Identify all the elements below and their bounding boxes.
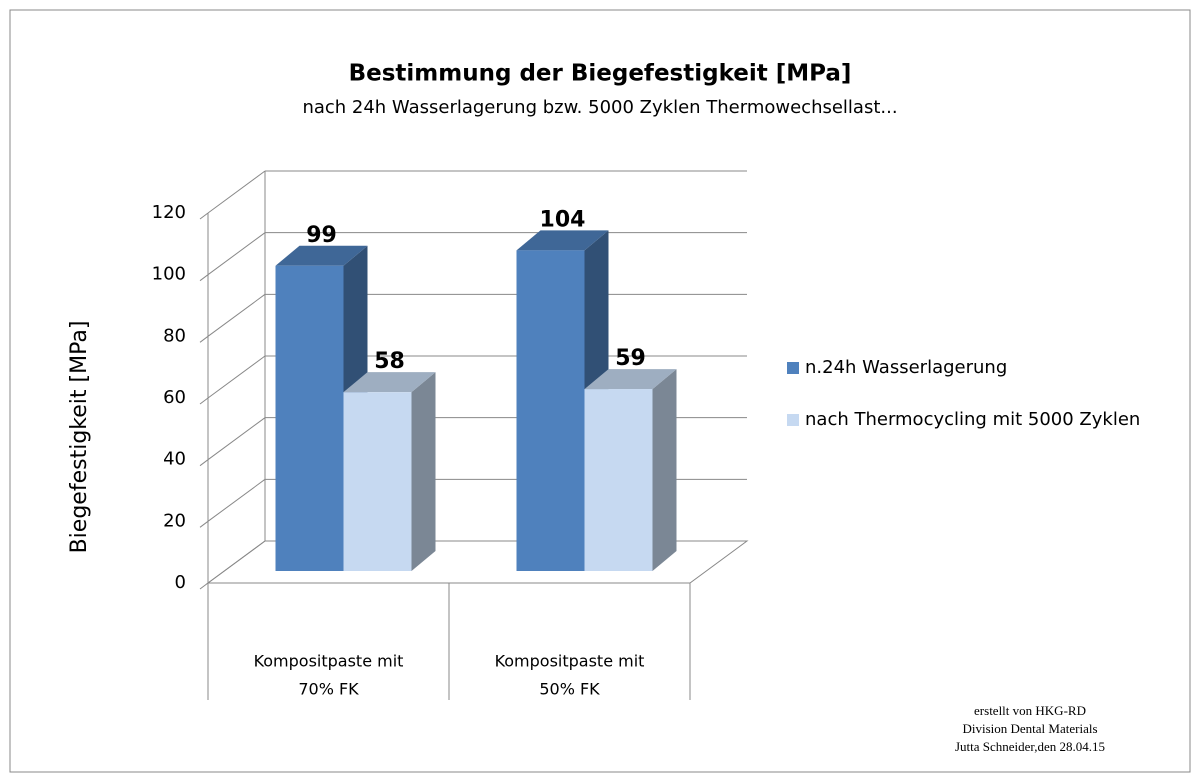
grid-line (207, 170, 266, 214)
x-tick-label: 70% FK (298, 680, 359, 699)
bar-side (652, 369, 677, 571)
grid-line (207, 232, 266, 276)
grid-line (207, 355, 266, 399)
bar-top (584, 369, 677, 390)
chart-subtitle: nach 24h Wasserlagerung bzw. 5000 Zyklen… (302, 97, 897, 118)
y-axis-label: Biegefestigkeit [MPa] (67, 321, 92, 554)
y-tick (199, 335, 209, 343)
bar (584, 389, 653, 571)
note: Jutta Schneider,den 28.04.15 (955, 739, 1105, 754)
note: Division Dental Materials (962, 721, 1097, 736)
data-label: 99 (306, 223, 337, 248)
bar (516, 250, 585, 572)
bar-side (411, 372, 436, 571)
y-tick-label: 60 (163, 387, 186, 408)
chart-title: Bestimmung der Biegefestigkeit [MPa] (349, 61, 852, 87)
legend-label: n.24h Wasserlagerung (805, 357, 1007, 378)
y-tick (199, 212, 209, 220)
data-label: 59 (615, 346, 646, 371)
y-tick-label: 20 (163, 510, 186, 531)
y-tick-label: 0 (175, 572, 186, 593)
data-label: 58 (374, 349, 405, 374)
y-tick-label: 120 (152, 202, 186, 223)
x-tick-label: Kompositpaste mit (254, 652, 404, 671)
grid-line (207, 293, 266, 337)
bar (275, 265, 344, 571)
y-tick (199, 582, 209, 590)
bar-top (516, 230, 609, 251)
note: erstellt von HKG-RD (974, 703, 1086, 718)
y-tick-label: 40 (163, 449, 186, 470)
legend-swatch (787, 414, 799, 426)
x-tick-label: Kompositpaste mit (495, 652, 645, 671)
x-tick-label: 50% FK (539, 680, 600, 699)
legend-label: nach Thermocycling mit 5000 Zyklen (805, 409, 1140, 430)
grid-line (207, 478, 266, 522)
y-tick (199, 274, 209, 282)
y-tick-label: 100 (152, 264, 186, 285)
legend-swatch (787, 362, 799, 374)
bar-top (343, 372, 436, 393)
y-tick (199, 520, 209, 528)
bar-top (275, 245, 368, 266)
y-tick-label: 80 (163, 325, 186, 346)
data-label: 104 (540, 207, 586, 232)
y-tick (199, 397, 209, 405)
grid-line (207, 540, 266, 584)
grid-line (207, 417, 266, 461)
bar (343, 392, 412, 571)
y-tick (199, 459, 209, 467)
